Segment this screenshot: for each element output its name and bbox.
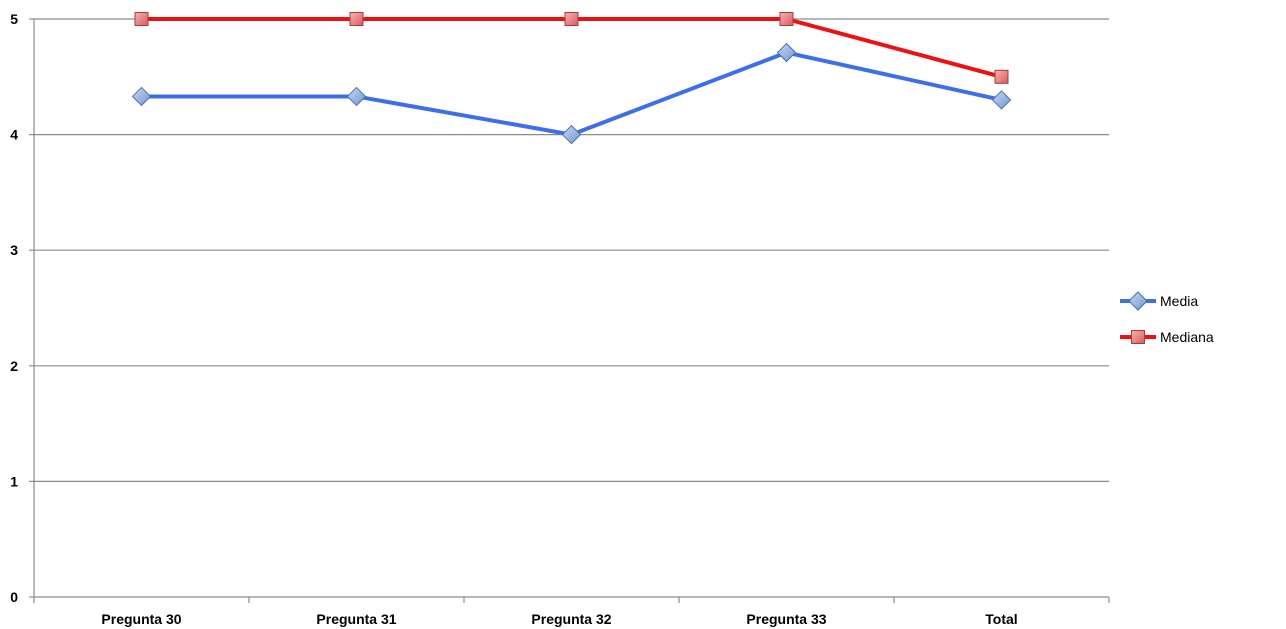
- legend-marker-media: [1128, 291, 1148, 311]
- y-tick-labels: 0 1 2 3 4 5: [10, 11, 18, 605]
- legend-label-mediana: Mediana: [1160, 329, 1214, 345]
- x-tick-label: Pregunta 30: [101, 611, 181, 627]
- x-tick-label: Pregunta 31: [316, 611, 396, 627]
- data-point-mediana-0: [134, 12, 149, 26]
- y-tick-label: 3: [10, 242, 18, 258]
- series-line-mediana: [139, 17, 1004, 79]
- y-tick-label: 5: [10, 11, 18, 27]
- y-tick-label: 1: [10, 473, 18, 489]
- y-tick-label: 2: [10, 358, 18, 374]
- legend-label-media: Media: [1160, 293, 1198, 309]
- legend: Media Mediana: [1120, 291, 1214, 345]
- data-point-media-3: [776, 42, 797, 63]
- x-tick-labels: Pregunta 30 Pregunta 31 Pregunta 32 Pregunt…: [101, 611, 1017, 627]
- y-tick-label: 4: [10, 127, 18, 143]
- legend-marker-mediana: [1131, 330, 1145, 344]
- axes: [29, 18, 1110, 603]
- data-point-mediana-1: [349, 12, 364, 26]
- x-tick-label: Total: [985, 611, 1017, 627]
- data-point-media-2: [561, 124, 582, 145]
- y-tick-label: 0: [10, 589, 18, 605]
- series-markers: [131, 12, 1012, 145]
- data-point-mediana-2: [564, 12, 579, 26]
- series-lines: [139, 17, 1004, 137]
- data-point-media-0: [131, 86, 152, 107]
- data-point-media-4: [991, 90, 1012, 110]
- data-point-mediana-4: [994, 69, 1009, 84]
- x-tick-label: Pregunta 33: [746, 611, 826, 627]
- data-point-mediana-3: [779, 12, 794, 26]
- series-line-media: [139, 50, 1004, 137]
- x-tick-label: Pregunta 32: [531, 611, 611, 627]
- data-point-media-1: [346, 86, 367, 107]
